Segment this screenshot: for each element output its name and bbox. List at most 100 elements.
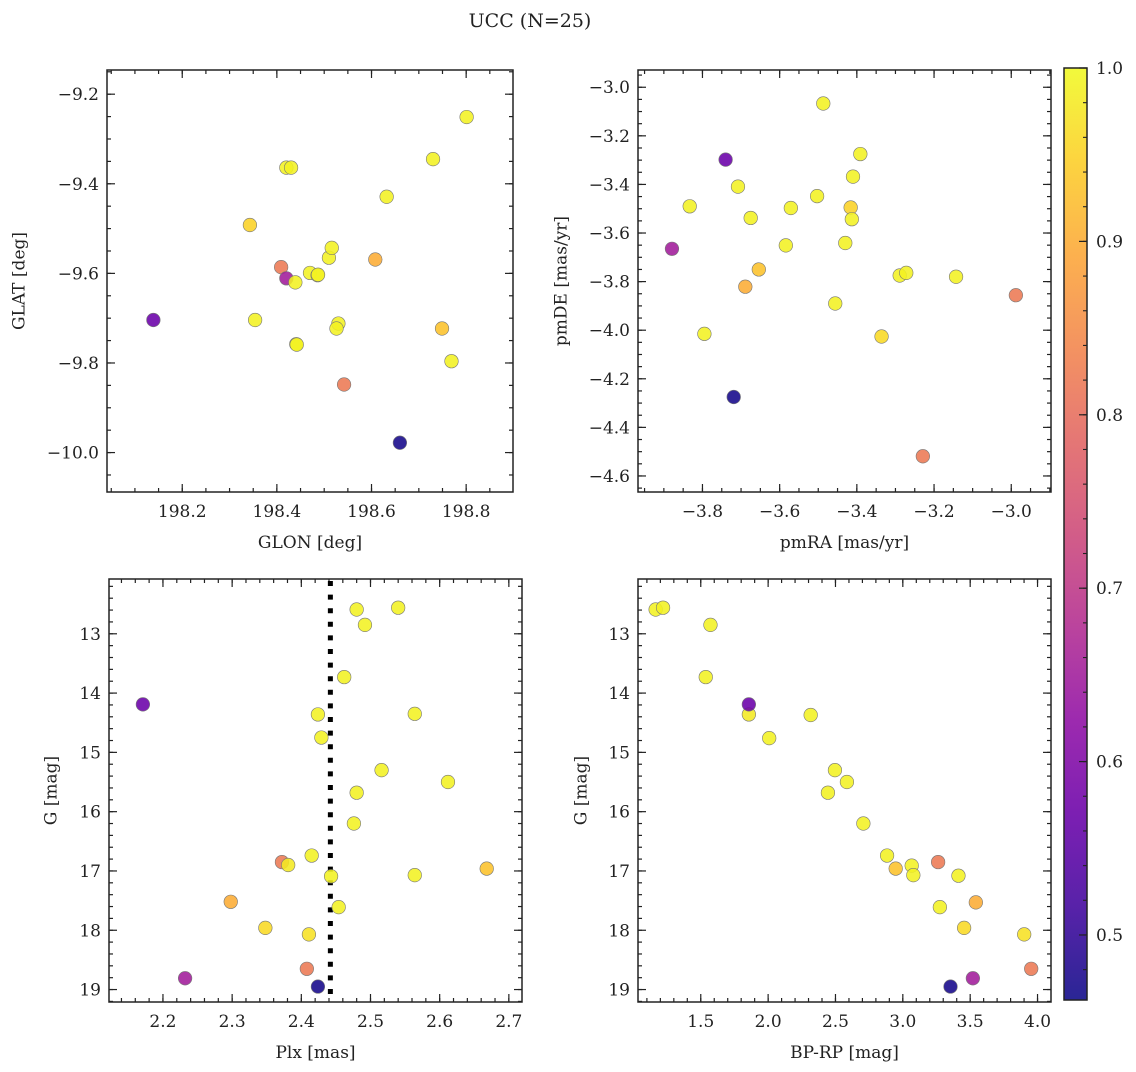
data-point (177, 971, 193, 986)
panel-plx-g: 2.2 2.3 2.4 2.5 2.6 2.7 13 14 15 16 17 18 19 Plx [mas… (42, 578, 523, 1063)
data-point (434, 321, 450, 336)
panels: 198.2 198.4 198.6 198.8 −10.0 −9.8 −9.6 −9.4 −9.… (10, 69, 1052, 1063)
y-tick-label: 15 (79, 743, 101, 763)
axes-frame (106, 69, 514, 493)
ticks (107, 70, 513, 492)
data-point (838, 235, 853, 251)
y-tick-label: 16 (79, 803, 101, 823)
data-point (751, 262, 766, 277)
colorbar-tick-label: 0.8 (1096, 406, 1123, 426)
data-point (391, 600, 406, 615)
x-tick-label: 3.5 (957, 1012, 984, 1032)
y-tick-label: −3.4 (589, 175, 630, 195)
colorbar-tick-label: 0.5 (1096, 926, 1123, 946)
x-tick-label: 1.5 (687, 1012, 714, 1032)
ticks (638, 579, 1051, 1003)
data-point (440, 774, 456, 790)
x-tick-label: 198.6 (347, 502, 396, 522)
data-point (816, 96, 831, 111)
colorbar-tick-label: 0.6 (1096, 753, 1123, 773)
data-point (1008, 288, 1023, 303)
data-point (379, 189, 394, 204)
x-axis-label: pmRA [mas/yr] (780, 533, 909, 553)
data-point (314, 730, 329, 745)
panel-bprp-g: 1.5 2.0 2.5 3.0 3.5 4.0 13 14 15 16 17 18 19 BP-RP [m… (572, 578, 1052, 1063)
colorbar: 0.5 0.6 0.7 0.8 0.9 1.0 (1063, 59, 1123, 1001)
panel-glon-glat: 198.2 198.4 198.6 198.8 −10.0 −9.8 −9.6 −9.4 −9.… (10, 69, 514, 553)
x-tick-label: 2.5 (357, 1012, 384, 1032)
y-tick-label: −3.8 (589, 273, 630, 293)
data-point (281, 857, 296, 873)
data-point (844, 212, 859, 227)
y-tick-label: −4.6 (589, 467, 630, 487)
data-point (357, 617, 373, 632)
data-point (906, 868, 921, 883)
data-point (349, 785, 364, 800)
x-tick-label: 2.3 (219, 1012, 246, 1032)
y-tick-label: −4.0 (589, 321, 630, 341)
y-axis-label: pmDE [mas/yr] (552, 216, 572, 346)
y-axis-label: GLAT [deg] (10, 232, 30, 330)
x-axis-label: GLON [deg] (258, 533, 362, 553)
data-point (301, 927, 317, 942)
data-point (336, 377, 352, 392)
data-point (135, 697, 150, 712)
x-tick-label: 2.4 (288, 1012, 315, 1032)
data-point (289, 337, 304, 352)
y-tick-label: −9.6 (58, 264, 99, 284)
y-tick-label: −3.2 (589, 127, 630, 147)
data-point (283, 160, 299, 175)
data-point (310, 267, 326, 282)
y-tick-label: 15 (608, 743, 630, 763)
data-point (827, 763, 843, 778)
x-tick-label: 198.4 (253, 502, 302, 522)
y-tick-label: 13 (608, 625, 630, 645)
x-tick-label: −3.0 (991, 502, 1032, 522)
data-point (1024, 961, 1039, 976)
data-point (479, 861, 494, 876)
data-point (874, 329, 889, 344)
data-point (931, 854, 946, 870)
x-tick-label: 198.8 (442, 502, 491, 522)
data-point (392, 435, 408, 450)
data-point (323, 869, 339, 884)
data-point (856, 816, 871, 831)
y-tick-label: 19 (608, 981, 630, 1001)
y-tick-label: −3.0 (589, 78, 630, 98)
y-axis-label: G [mag] (42, 756, 62, 825)
x-tick-label: −3.2 (913, 502, 954, 522)
colorbar-gradient (1064, 68, 1087, 1000)
y-tick-label: 18 (608, 921, 630, 941)
data-point (879, 848, 895, 863)
y-tick-label: −3.6 (589, 224, 630, 244)
x-axis-label: BP-RP [mag] (790, 1043, 899, 1063)
x-tick-label: 4.0 (1024, 1012, 1051, 1032)
data-point (310, 979, 326, 994)
y-tick-label: −4.4 (589, 418, 630, 438)
data-point (337, 669, 352, 685)
data-point (948, 269, 964, 284)
data-point (730, 179, 746, 194)
data-point (845, 169, 861, 184)
y-tick-label: 13 (79, 625, 101, 645)
data-point (346, 816, 361, 831)
colorbar-tick-label: 0.7 (1096, 579, 1123, 599)
data-point (738, 279, 753, 294)
data-point (288, 275, 303, 290)
data-point (407, 868, 422, 883)
x-tick-label: 2.2 (149, 1012, 176, 1032)
data-point (223, 894, 238, 909)
data-point (951, 868, 966, 883)
data-point (726, 389, 741, 405)
y-tick-label: −9.4 (58, 175, 99, 195)
data-point (698, 669, 713, 685)
data-point (331, 900, 346, 915)
y-tick-label: −10.0 (47, 444, 99, 464)
data-point (146, 312, 161, 328)
figure-title: UCC (N=25) (469, 10, 592, 32)
data-point (888, 861, 903, 876)
data-point (407, 706, 422, 721)
data-point (425, 152, 441, 167)
x-tick-label: −3.4 (836, 502, 877, 522)
data-point (655, 600, 671, 615)
